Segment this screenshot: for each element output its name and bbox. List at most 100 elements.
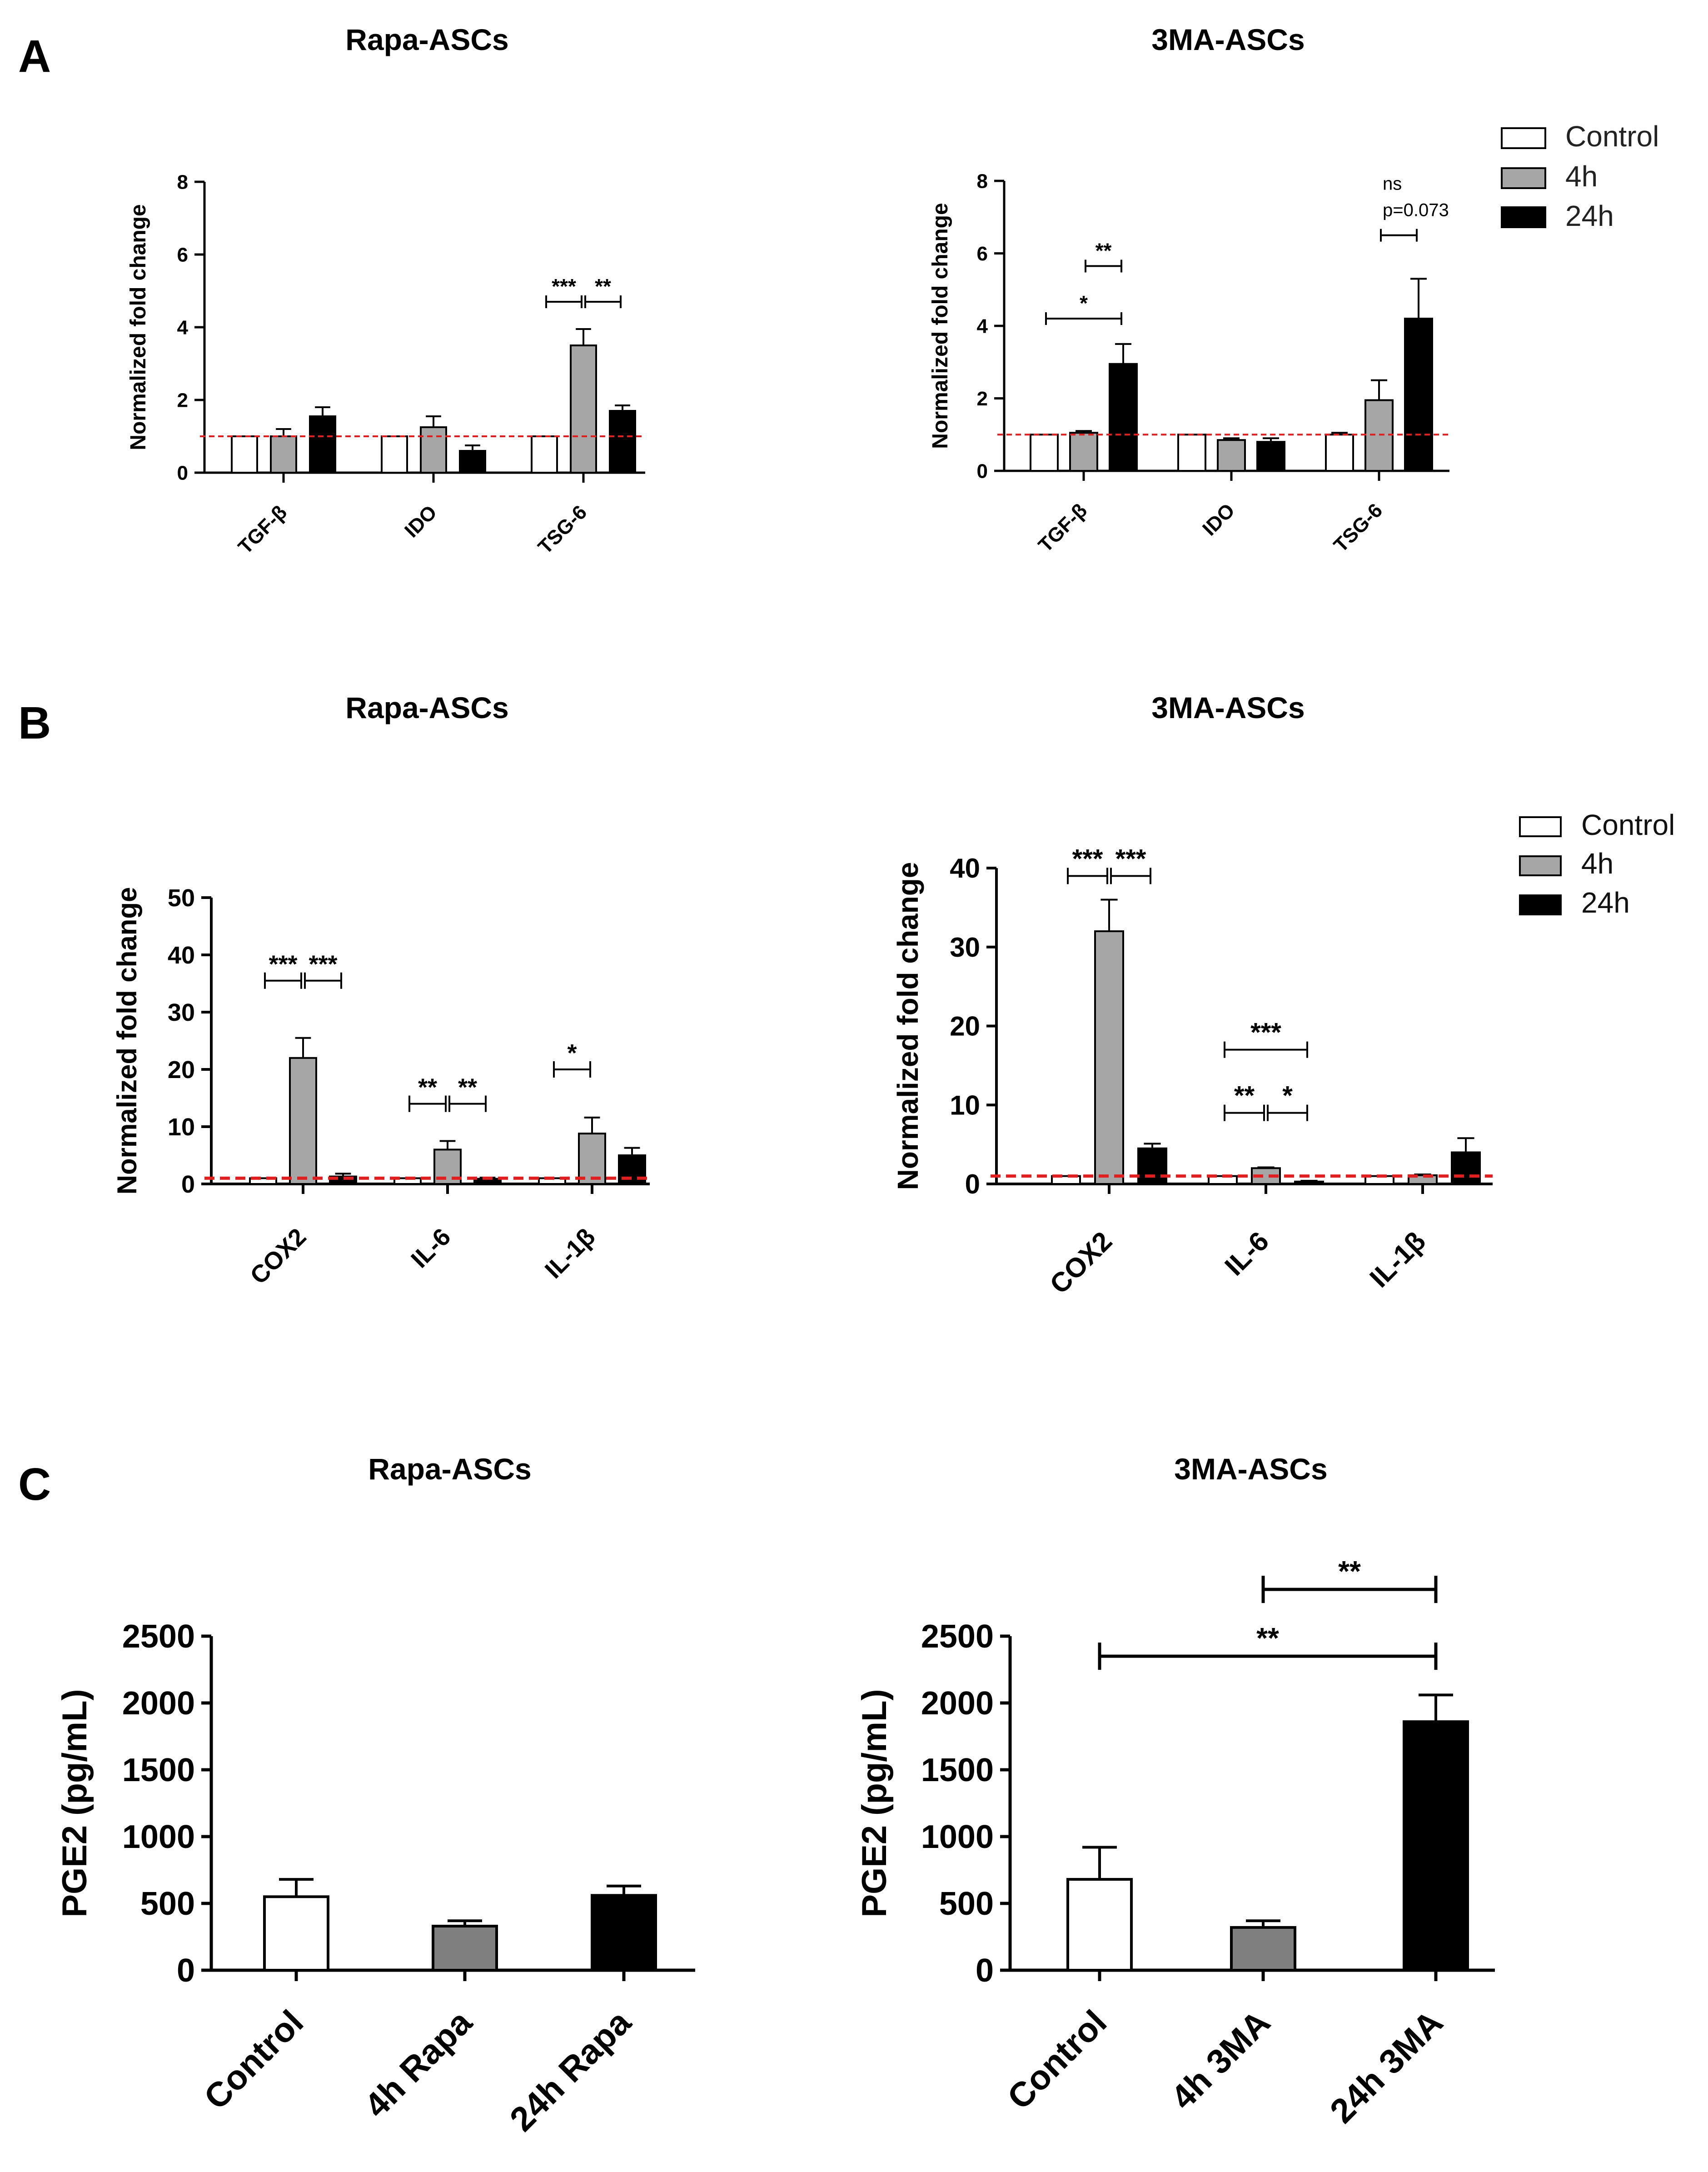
bar-tgf-beta-control bbox=[1030, 434, 1059, 472]
y-tick-label: 40 bbox=[950, 853, 980, 884]
bar-tgf-beta-control bbox=[231, 435, 258, 474]
legend-b: Control 4h 24h bbox=[1519, 809, 1675, 919]
y-tick-label: 1000 bbox=[122, 1819, 195, 1855]
significance-label: *** bbox=[552, 275, 576, 298]
bar-24h-rapa bbox=[591, 1894, 657, 1972]
x-tick-label-24h-rapa: 24h Rapa bbox=[503, 2002, 639, 2139]
bar-tgf-beta-24h bbox=[309, 415, 336, 474]
y-axis-label: Normalized fold change bbox=[928, 203, 952, 449]
bar-tsg-6-control bbox=[531, 435, 558, 474]
significance-label: *** bbox=[269, 951, 297, 978]
y-axis-label: PGE2 (pg/mL) bbox=[55, 1689, 94, 1917]
significance-label: *** bbox=[309, 951, 337, 978]
y-tick-label: 20 bbox=[168, 1056, 195, 1084]
panel-letter-b: B bbox=[18, 698, 51, 749]
bar-ido-control bbox=[381, 435, 408, 474]
y-tick-label: 2000 bbox=[122, 1685, 195, 1722]
y-tick-label: 2000 bbox=[921, 1685, 994, 1722]
x-tick-label-ido: IDO bbox=[400, 501, 441, 542]
y-axis-label: PGE2 (pg/mL) bbox=[855, 1689, 894, 1917]
y-tick-label: 30 bbox=[168, 999, 195, 1026]
y-axis-label: Normalized fold change bbox=[126, 204, 150, 450]
x-tick-label-il-1beta: IL-1β bbox=[1364, 1226, 1431, 1293]
y-tick-label: 40 bbox=[168, 942, 195, 969]
significance-label: ns bbox=[1383, 174, 1402, 194]
y-tick-label: 30 bbox=[950, 932, 980, 963]
legend-b-label-4h: 4h bbox=[1581, 847, 1613, 880]
bar-tsg-6-24h bbox=[609, 410, 636, 474]
chart-rapa-ascs-pge2: 0 500 1000 1500 2000 2500 PGE2 (pg/mL) Control 4… bbox=[55, 1618, 695, 2139]
bar-control bbox=[1066, 1878, 1133, 1972]
bar-cox2-4h bbox=[1094, 930, 1124, 1185]
y-axis-label: Normalized fold change bbox=[112, 887, 142, 1195]
y-tick-label: 0 bbox=[976, 1952, 994, 1989]
x-tick-label-tsg-6: TSG-6 bbox=[1330, 499, 1387, 556]
panel-letter-c: C bbox=[18, 1459, 51, 1510]
x-tick-label-ido: IDO bbox=[1198, 499, 1239, 540]
significance-label: * bbox=[1080, 291, 1088, 315]
y-tick-label: 1000 bbox=[921, 1819, 994, 1855]
legend-b-swatch-control bbox=[1519, 816, 1562, 837]
y-tick-label: 0 bbox=[965, 1169, 980, 1199]
x-tick-label-control: Control bbox=[197, 2003, 311, 2117]
bar-4h-rapa bbox=[432, 1924, 498, 1972]
x-tick-label-tgf-beta: TGF-β bbox=[234, 501, 291, 558]
legend-b-swatch-4h bbox=[1519, 855, 1562, 876]
bar-tsg-6-24h bbox=[1404, 318, 1433, 472]
bar-ido-24h bbox=[459, 450, 486, 474]
x-tick-label-4h-3ma: 4h 3MA bbox=[1164, 2003, 1278, 2117]
panel-b-right-title: 3MA-ASCs bbox=[1151, 691, 1305, 724]
bar-tgf-beta-4h bbox=[270, 435, 297, 474]
legend-a-label-4h: 4h bbox=[1565, 160, 1598, 193]
y-axis-label: Normalized fold change bbox=[891, 862, 924, 1190]
bar-cox2-control bbox=[1051, 1175, 1081, 1185]
y-tick-label: 2 bbox=[177, 389, 188, 411]
bar-control bbox=[263, 1895, 329, 1972]
legend-b-label-24h: 24h bbox=[1581, 886, 1630, 919]
chart-3ma-ascs-pro-inflammatory: 0 10 20 30 40 Normalized fold change COX2 IL-6 I… bbox=[891, 844, 1493, 1300]
x-tick-label-tgf-beta: TGF-β bbox=[1034, 499, 1091, 556]
bar-cox2-4h bbox=[289, 1057, 317, 1185]
legend-a-swatch-4h bbox=[1501, 167, 1546, 189]
significance-label: ** bbox=[1096, 239, 1112, 262]
legend-a: Control 4h 24h bbox=[1501, 120, 1659, 232]
y-tick-label: 20 bbox=[950, 1011, 980, 1042]
bar-tgf-beta-24h bbox=[1109, 363, 1138, 472]
x-tick-label-cox2: COX2 bbox=[245, 1223, 311, 1289]
significance-label: * bbox=[567, 1039, 577, 1067]
y-tick-label: 0 bbox=[177, 1952, 195, 1989]
y-tick-label: 0 bbox=[181, 1171, 195, 1198]
y-tick-label: 2500 bbox=[122, 1618, 195, 1655]
bar-ido-4h bbox=[1217, 439, 1246, 472]
y-tick-label: 4 bbox=[177, 316, 189, 339]
y-tick-label: 8 bbox=[177, 171, 188, 193]
x-tick-label-4h-rapa: 4h Rapa bbox=[357, 2002, 480, 2125]
y-tick-label: 6 bbox=[977, 243, 988, 265]
y-tick-label: 50 bbox=[168, 884, 195, 912]
significance-label: *** bbox=[1072, 844, 1103, 874]
y-tick-label: 0 bbox=[177, 462, 188, 484]
y-tick-label: 10 bbox=[950, 1090, 980, 1120]
y-tick-label: 2 bbox=[977, 388, 988, 410]
y-tick-label: 2500 bbox=[921, 1618, 994, 1655]
y-tick-label: 1500 bbox=[122, 1752, 195, 1788]
x-tick-label-control: Control bbox=[1000, 2003, 1114, 2117]
bar-il-1beta-24h bbox=[1451, 1151, 1481, 1185]
chart-rapa-ascs-pro-inflammatory: 0 10 20 30 40 50 Normalized fold change COX2 IL-… bbox=[112, 884, 650, 1289]
panel-c-right-title: 3MA-ASCs bbox=[1174, 1452, 1327, 1486]
x-tick-label-il-6: IL-6 bbox=[1219, 1226, 1275, 1282]
significance-label: ** bbox=[595, 275, 611, 298]
y-tick-label: 4 bbox=[977, 315, 988, 337]
bar-ido-24h bbox=[1256, 441, 1285, 472]
significance-label: * bbox=[1282, 1081, 1293, 1111]
y-tick-label: 1500 bbox=[921, 1752, 994, 1788]
x-tick-label-24h-3ma: 24h 3MA bbox=[1323, 2003, 1450, 2131]
bar-il-6-24h bbox=[1294, 1180, 1324, 1185]
bar-il-1beta-4h bbox=[578, 1133, 606, 1185]
bar-tsg-6-control bbox=[1325, 434, 1354, 472]
y-tick-label: 500 bbox=[939, 1886, 994, 1922]
y-tick-label: 6 bbox=[177, 244, 188, 266]
chart-rapa-ascs-anti-inflammatory: 0 2 4 6 8 Normalized fold change TGF-β IDO TSG-6… bbox=[126, 171, 645, 559]
legend-b-swatch-24h bbox=[1519, 894, 1562, 915]
x-tick-label-tsg-6: TSG-6 bbox=[534, 501, 591, 558]
